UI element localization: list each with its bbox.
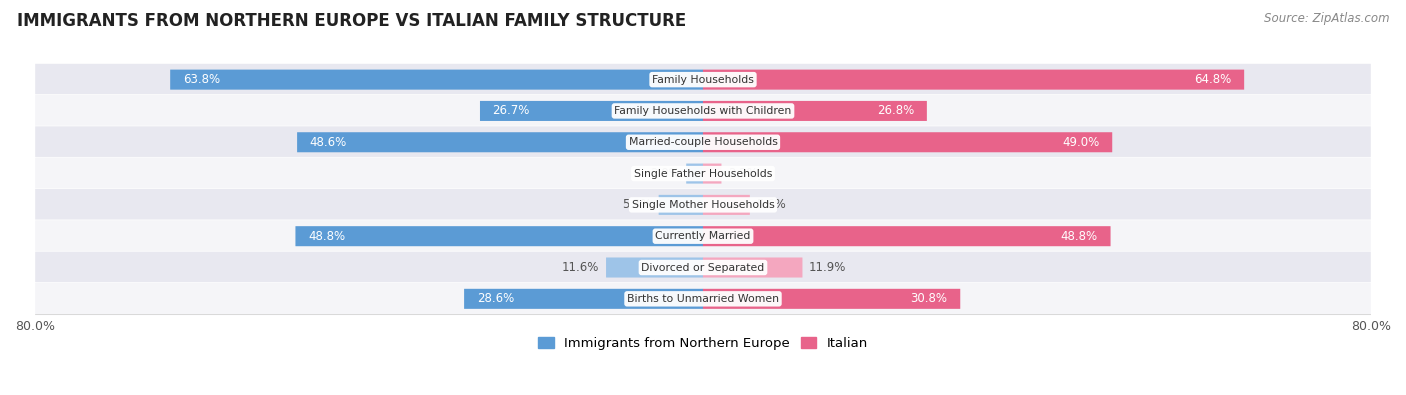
Text: 5.6%: 5.6%: [756, 198, 786, 211]
FancyBboxPatch shape: [297, 132, 703, 152]
Text: Family Households: Family Households: [652, 75, 754, 85]
Text: 64.8%: 64.8%: [1194, 73, 1232, 86]
FancyBboxPatch shape: [35, 282, 1371, 315]
Text: 5.3%: 5.3%: [623, 198, 652, 211]
Text: Married-couple Households: Married-couple Households: [628, 137, 778, 147]
FancyBboxPatch shape: [35, 63, 1371, 96]
Text: Family Households with Children: Family Households with Children: [614, 106, 792, 116]
Text: 63.8%: 63.8%: [183, 73, 219, 86]
Text: 26.8%: 26.8%: [877, 104, 914, 117]
FancyBboxPatch shape: [35, 251, 1371, 284]
FancyBboxPatch shape: [35, 188, 1371, 221]
FancyBboxPatch shape: [703, 226, 1111, 246]
FancyBboxPatch shape: [703, 289, 960, 309]
FancyBboxPatch shape: [686, 164, 703, 184]
Text: Single Mother Households: Single Mother Households: [631, 200, 775, 210]
FancyBboxPatch shape: [606, 258, 703, 278]
Text: Single Father Households: Single Father Households: [634, 169, 772, 179]
Text: 48.8%: 48.8%: [308, 230, 344, 243]
FancyBboxPatch shape: [35, 126, 1371, 158]
Text: Divorced or Separated: Divorced or Separated: [641, 263, 765, 273]
Text: 11.6%: 11.6%: [562, 261, 599, 274]
Text: Births to Unmarried Women: Births to Unmarried Women: [627, 294, 779, 304]
Text: 2.0%: 2.0%: [650, 167, 679, 180]
Text: 2.2%: 2.2%: [728, 167, 758, 180]
FancyBboxPatch shape: [35, 220, 1371, 252]
FancyBboxPatch shape: [658, 195, 703, 215]
Text: IMMIGRANTS FROM NORTHERN EUROPE VS ITALIAN FAMILY STRUCTURE: IMMIGRANTS FROM NORTHERN EUROPE VS ITALI…: [17, 12, 686, 30]
FancyBboxPatch shape: [703, 70, 1244, 90]
FancyBboxPatch shape: [703, 101, 927, 121]
Text: Currently Married: Currently Married: [655, 231, 751, 241]
Text: 30.8%: 30.8%: [911, 292, 948, 305]
Text: 11.9%: 11.9%: [808, 261, 846, 274]
FancyBboxPatch shape: [703, 132, 1112, 152]
Legend: Immigrants from Northern Europe, Italian: Immigrants from Northern Europe, Italian: [533, 331, 873, 355]
FancyBboxPatch shape: [479, 101, 703, 121]
FancyBboxPatch shape: [703, 164, 721, 184]
FancyBboxPatch shape: [35, 157, 1371, 190]
Text: Source: ZipAtlas.com: Source: ZipAtlas.com: [1264, 12, 1389, 25]
FancyBboxPatch shape: [35, 95, 1371, 127]
Text: 48.6%: 48.6%: [309, 136, 347, 149]
FancyBboxPatch shape: [464, 289, 703, 309]
FancyBboxPatch shape: [703, 195, 749, 215]
Text: 49.0%: 49.0%: [1063, 136, 1099, 149]
Text: 28.6%: 28.6%: [477, 292, 515, 305]
Text: 48.8%: 48.8%: [1062, 230, 1098, 243]
FancyBboxPatch shape: [295, 226, 703, 246]
Text: 26.7%: 26.7%: [492, 104, 530, 117]
FancyBboxPatch shape: [703, 258, 803, 278]
FancyBboxPatch shape: [170, 70, 703, 90]
